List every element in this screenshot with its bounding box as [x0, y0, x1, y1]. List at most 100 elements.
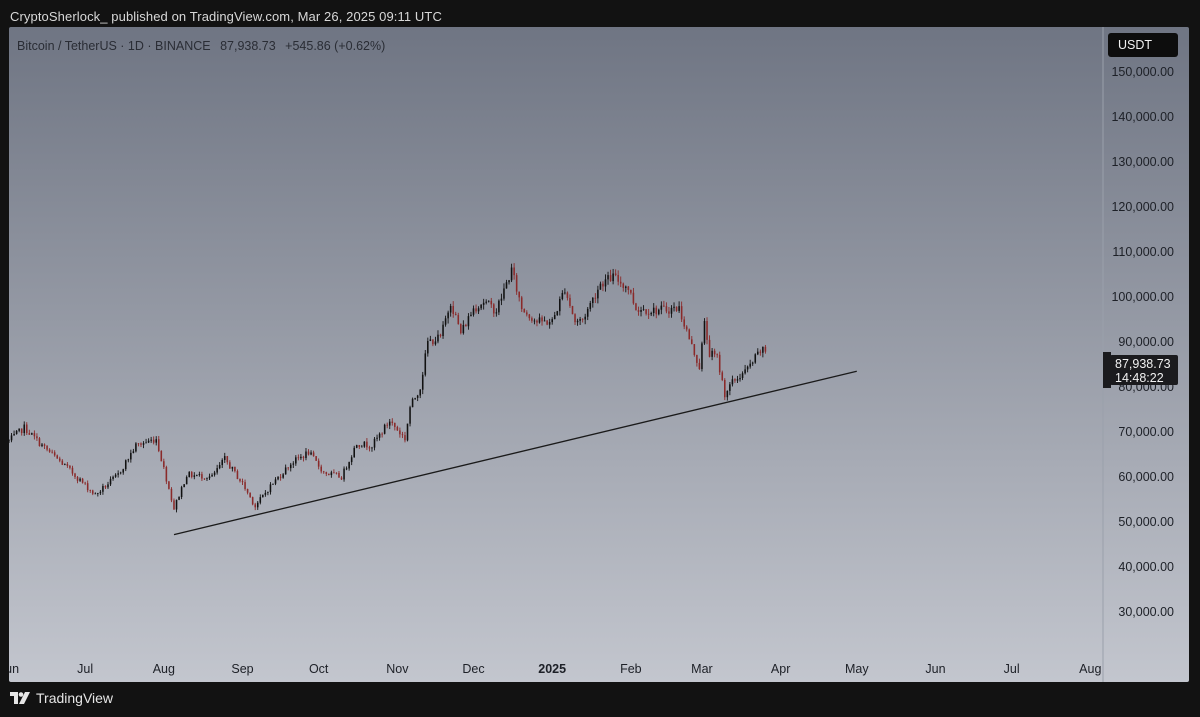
candle-body [343, 468, 345, 480]
candle-body [53, 452, 56, 456]
candle-body [119, 472, 122, 474]
time-axis[interactable]: Jun Jul Aug Sep Oct Nov Dec 2025 Feb Mar Apr May Jun… [9, 662, 1101, 676]
price-tick-label: 130,000.00 [1111, 155, 1174, 169]
candle-body [262, 494, 264, 498]
candle-body [612, 273, 614, 282]
candle-body [746, 366, 749, 370]
candle-body [485, 301, 487, 303]
candle-body [414, 397, 416, 399]
tradingview-brand: TradingView [36, 690, 114, 706]
candle-body [15, 430, 18, 434]
candle-body [386, 424, 388, 426]
candle-body [594, 297, 597, 299]
candle-body [312, 452, 315, 457]
candle-body [599, 283, 602, 290]
candle-body [107, 484, 109, 488]
candle-body [188, 472, 191, 478]
candle-body [145, 442, 147, 444]
candle-body [358, 445, 361, 447]
candle-body [444, 318, 447, 325]
candle-body [38, 438, 41, 447]
candle-body [23, 424, 26, 434]
candle-body [627, 286, 630, 291]
candle-body [640, 310, 642, 312]
candle-body [602, 283, 604, 287]
candle-body [114, 474, 117, 477]
candle-body [36, 436, 38, 439]
candle-body [508, 280, 510, 283]
candle-body [551, 319, 553, 323]
candle-body [523, 309, 526, 313]
candle-body [541, 317, 543, 322]
candle-body [236, 471, 239, 480]
candle-body [655, 307, 658, 315]
candle-body [361, 446, 363, 448]
candle-body [660, 305, 663, 310]
candle-body [498, 300, 500, 313]
candle-body [74, 473, 76, 477]
candle-body [683, 319, 685, 327]
candle-body [454, 313, 457, 316]
candle-body [208, 476, 211, 479]
currency-button[interactable]: USDT [1108, 33, 1178, 57]
candle-body [515, 275, 518, 292]
candle-body [244, 482, 246, 490]
candle-body [234, 466, 236, 472]
candle-body [18, 428, 20, 431]
candle-body [269, 484, 272, 493]
candle-body [305, 451, 307, 458]
chart-pane[interactable]: 30,000.00 40,000.00 50,000.00 60,000.00 70,0… [9, 27, 1189, 682]
last-price: 87,938.73 [220, 39, 276, 53]
candlestick-chart[interactable]: 30,000.00 40,000.00 50,000.00 60,000.00 70,0… [9, 27, 1189, 682]
candle-body [604, 279, 607, 287]
candle-body [381, 433, 383, 435]
time-tick-label: 2025 [538, 662, 566, 676]
candle-body [487, 300, 490, 302]
candle-body [713, 350, 716, 355]
candle-body [693, 344, 696, 355]
candle-body [607, 275, 609, 280]
candle-body [472, 308, 475, 315]
candle-body [614, 273, 617, 275]
price-axis[interactable]: 30,000.00 40,000.00 50,000.00 60,000.00 70,0… [1111, 65, 1174, 619]
candle-body [462, 324, 465, 334]
candle-body [592, 297, 594, 304]
support-trendline[interactable] [173, 370, 857, 536]
candle-body [292, 463, 295, 465]
candle-body [135, 443, 137, 452]
candle-body [399, 430, 401, 435]
price-line-marker [1103, 352, 1111, 388]
candle-body [84, 482, 86, 484]
candle-body [391, 421, 394, 423]
candle-body [376, 437, 378, 439]
candle-body [571, 305, 574, 315]
candle-body [564, 292, 566, 294]
price-tick-label: 30,000.00 [1118, 605, 1174, 619]
candle-body [353, 447, 355, 458]
candle-body [460, 324, 462, 334]
price-change: +545.86 (+0.62%) [285, 39, 386, 53]
candle-body [201, 474, 203, 479]
candle-body [157, 439, 160, 451]
candle-body [211, 474, 213, 477]
time-tick-label: Mar [691, 662, 713, 676]
candle-body [470, 314, 472, 317]
candle-body [500, 298, 503, 301]
candle-body [708, 339, 711, 357]
candle-body [665, 306, 668, 312]
candle-body [533, 320, 536, 322]
candle-body [175, 499, 178, 510]
candle-body [622, 283, 625, 288]
candle-body [510, 267, 513, 281]
candle-body [251, 497, 254, 505]
price-tick-label: 100,000.00 [1111, 290, 1174, 304]
candle-body [218, 465, 221, 469]
candle-body [630, 290, 632, 293]
candle-body [668, 311, 670, 314]
candle-body [173, 500, 175, 510]
candle-body [142, 443, 145, 445]
candle-body [424, 353, 427, 375]
candle-body [330, 472, 333, 476]
candle-body [254, 504, 257, 508]
candle-body [295, 457, 297, 464]
